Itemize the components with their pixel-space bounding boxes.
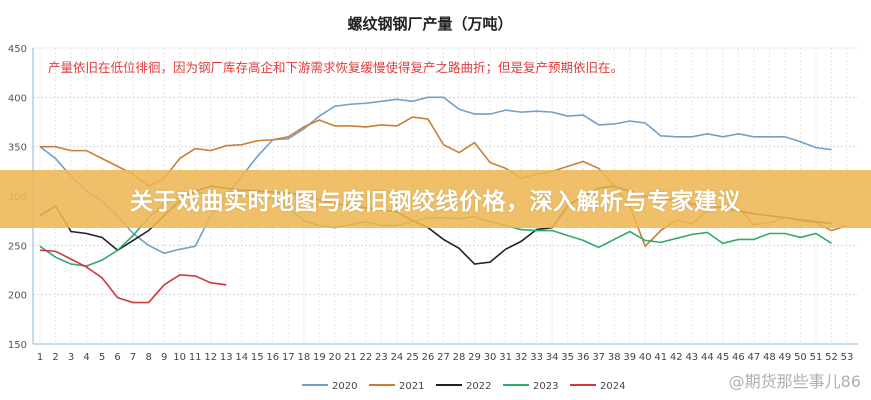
x-tick-label: 43	[685, 352, 698, 363]
banner-text: 关于戏曲实时地图与废旧钢绞线价格，深入解析与专家建议	[130, 189, 741, 215]
x-tick-label: 50	[794, 352, 807, 363]
x-tick-label: 2	[52, 352, 58, 363]
x-tick-label: 28	[453, 352, 466, 363]
x-tick-label: 3	[68, 352, 74, 363]
y-tick-label: 350	[8, 143, 27, 154]
x-tick-label: 27	[437, 352, 450, 363]
x-tick-label: 49	[779, 352, 792, 363]
x-tick-label: 1	[37, 352, 43, 363]
x-tick-label: 6	[114, 352, 120, 363]
legend-label-2024: 2024	[600, 381, 625, 392]
x-tick-label: 8	[145, 352, 151, 363]
y-tick-label: 150	[8, 340, 27, 351]
chart-annotation: 产量依旧在低位徘徊，因为钢厂库存高企和下游需求恢复缓慢使得复产之路曲折；但是复产…	[48, 60, 623, 75]
x-tick-label: 32	[515, 352, 528, 363]
x-tick-label: 16	[266, 352, 279, 363]
x-tick-label: 12	[204, 352, 217, 363]
y-tick-label: 400	[8, 93, 27, 104]
x-tick-label: 19	[313, 352, 326, 363]
x-tick-label: 33	[530, 352, 543, 363]
x-tick-label: 34	[546, 352, 559, 363]
x-tick-label: 29	[468, 352, 481, 363]
x-tick-label: 14	[235, 352, 248, 363]
x-tick-label: 20	[328, 352, 341, 363]
x-tick-label: 25	[406, 352, 419, 363]
x-tick-label: 42	[670, 352, 683, 363]
chart-title: 螺纹钢钢厂产量（万吨）	[347, 15, 512, 33]
x-tick-label: 23	[375, 352, 388, 363]
series-line-2024	[39, 249, 227, 304]
legend-label-2020: 2020	[332, 381, 357, 392]
x-tick-label: 9	[161, 352, 167, 363]
x-tick-label: 5	[99, 352, 105, 363]
x-tick-label: 15	[251, 352, 264, 363]
x-tick-label: 53	[841, 352, 854, 363]
x-tick-label: 21	[344, 352, 357, 363]
x-tick-label: 47	[748, 352, 761, 363]
x-tick-label: 51	[810, 352, 823, 363]
y-tick-label: 250	[8, 241, 27, 252]
legend-label-2021: 2021	[399, 381, 424, 392]
x-tick-label: 13	[220, 352, 233, 363]
legend-label-2023: 2023	[533, 381, 558, 392]
x-tick-label: 30	[484, 352, 497, 363]
x-tick-label: 45	[716, 352, 729, 363]
x-tick-label: 35	[561, 352, 574, 363]
x-tick-label: 26	[422, 352, 435, 363]
x-tick-label: 38	[608, 352, 621, 363]
x-tick-label: 4	[83, 352, 89, 363]
x-tick-label: 10	[173, 352, 186, 363]
legend-label-2022: 2022	[466, 381, 491, 392]
x-tick-label: 37	[592, 352, 605, 363]
x-tick-label: 39	[623, 352, 636, 363]
x-tick-label: 44	[701, 352, 714, 363]
x-tick-label: 40	[639, 352, 652, 363]
x-tick-label: 24	[391, 352, 404, 363]
x-tick-label: 46	[732, 352, 745, 363]
x-tick-label: 52	[825, 352, 838, 363]
x-tick-label: 11	[189, 352, 202, 363]
x-tick-label: 7	[130, 352, 136, 363]
watermark: @期货那些事儿86	[728, 372, 861, 391]
x-tick-label: 17	[282, 352, 295, 363]
series-line-2020	[39, 96, 832, 255]
title-banner: 关于戏曲实时地图与废旧钢绞线价格，深入解析与专家建议	[0, 170, 871, 228]
x-tick-label: 48	[763, 352, 776, 363]
x-tick-label: 36	[577, 352, 590, 363]
x-tick-label: 31	[499, 352, 512, 363]
y-tick-label: 200	[8, 291, 27, 302]
y-tick-label: 450	[8, 44, 27, 55]
x-tick-label: 18	[297, 352, 310, 363]
x-tick-label: 22	[360, 352, 373, 363]
x-tick-label: 41	[654, 352, 667, 363]
